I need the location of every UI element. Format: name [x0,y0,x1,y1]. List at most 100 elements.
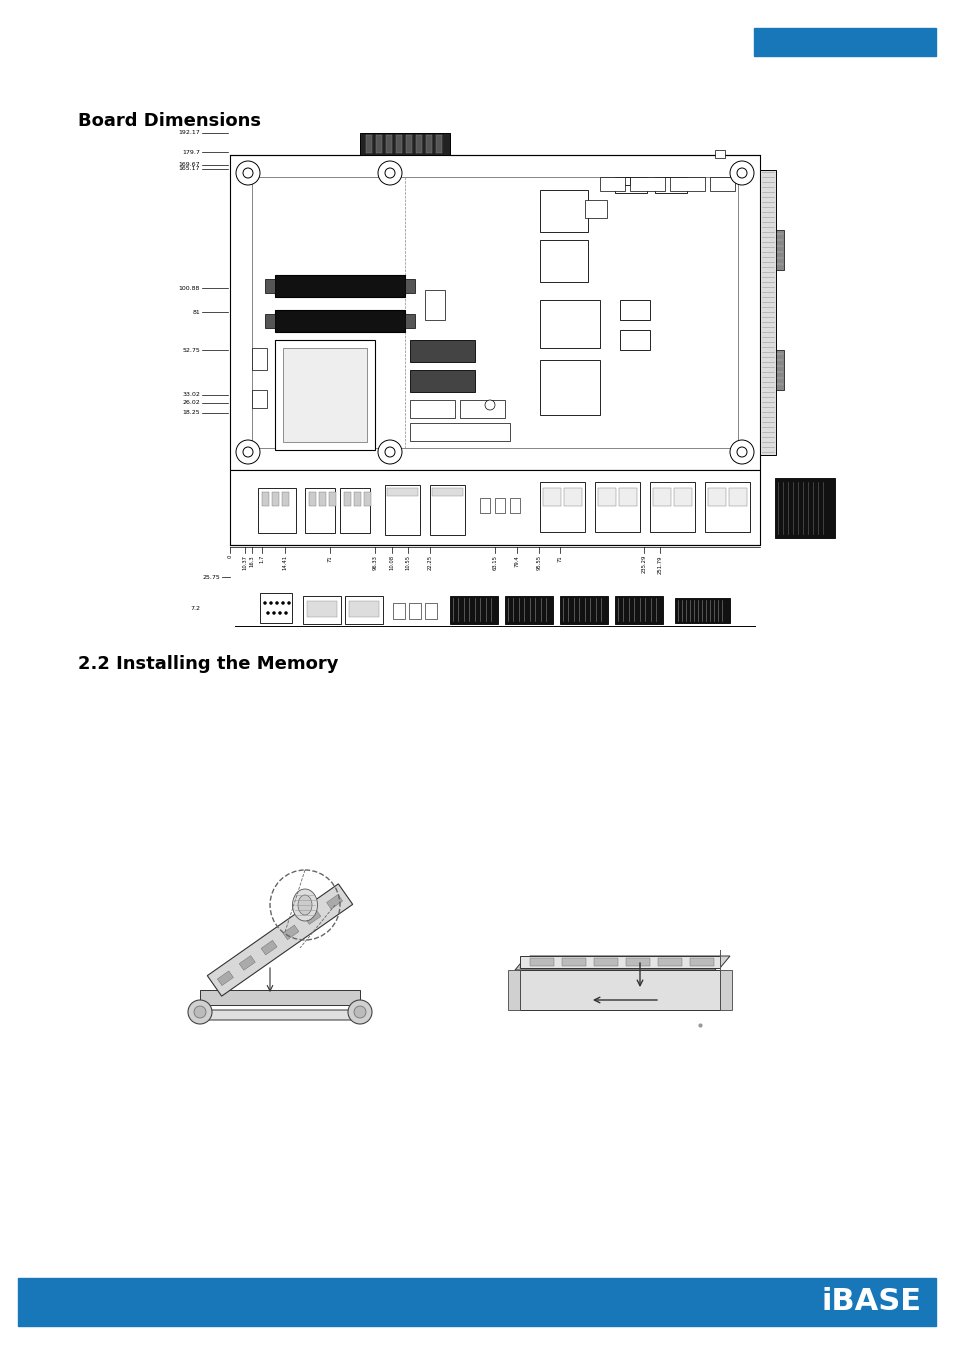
Polygon shape [515,958,724,971]
Ellipse shape [293,890,317,921]
Text: 192.17: 192.17 [178,131,200,135]
Text: 71: 71 [557,555,562,562]
Bar [366,135,372,153]
Bar [619,177,629,185]
Polygon shape [217,971,233,986]
Bar [704,482,749,532]
Bar [257,487,295,533]
Text: Board Dimensions: Board Dimensions [78,112,261,130]
Text: 169.67: 169.67 [178,162,200,167]
Bar [260,593,292,622]
Bar [615,177,646,193]
Circle shape [385,447,395,458]
Bar [599,177,624,190]
Circle shape [235,440,260,464]
Bar [359,134,450,155]
Text: 95.55: 95.55 [536,555,541,570]
Bar [689,958,713,967]
Polygon shape [207,884,353,996]
Text: 10.08: 10.08 [389,555,395,570]
Circle shape [729,161,753,185]
Circle shape [243,447,253,458]
Text: 100.88: 100.88 [178,285,200,290]
Bar [649,482,695,532]
Bar [539,482,584,532]
Bar [265,279,274,293]
Bar [619,329,649,350]
Bar [262,491,269,506]
Bar [615,595,662,624]
Text: 235.29: 235.29 [640,555,646,574]
Text: 52.75: 52.75 [182,347,200,352]
Circle shape [287,602,291,605]
Bar [539,190,587,232]
Bar [305,487,335,533]
Bar [354,491,360,506]
Bar [598,487,616,506]
Text: 26.02: 26.02 [182,401,200,405]
Polygon shape [200,1010,370,1021]
Bar [450,595,497,624]
Circle shape [243,167,253,178]
Bar [774,478,834,539]
Ellipse shape [297,895,312,915]
Bar [364,491,371,506]
Bar [230,155,760,470]
Bar [395,135,401,153]
Text: 2.2 Installing the Memory: 2.2 Installing the Memory [78,655,338,674]
Bar [760,170,775,455]
Circle shape [266,612,269,614]
Text: iBASE: iBASE [821,1288,921,1316]
Text: 16.3: 16.3 [250,555,254,567]
Text: 79.4: 79.4 [514,555,519,567]
Bar [432,487,462,495]
Circle shape [385,167,395,178]
Bar [655,177,686,193]
Bar [307,601,336,617]
Polygon shape [519,956,720,968]
Polygon shape [507,971,519,1010]
Bar [775,230,783,270]
Bar [309,491,315,506]
Bar [430,485,464,535]
Bar [329,491,335,506]
Bar [673,487,691,506]
Circle shape [263,602,266,605]
Bar [542,487,560,506]
Bar [559,595,607,624]
Circle shape [188,1000,212,1025]
Bar [539,360,599,414]
Circle shape [377,440,401,464]
Circle shape [284,612,287,614]
Circle shape [273,612,275,614]
Polygon shape [519,971,720,1010]
Circle shape [281,602,284,605]
Bar [409,603,420,620]
Bar [539,300,599,348]
Bar [274,340,375,450]
Bar [625,958,649,967]
Bar [230,470,760,545]
Text: 63.15: 63.15 [492,555,497,570]
Bar [252,390,267,408]
Bar [416,135,421,153]
Polygon shape [304,910,320,925]
Bar [406,135,412,153]
Polygon shape [326,895,342,909]
Bar [479,498,490,513]
Bar [510,498,519,513]
Bar [618,487,637,506]
Bar [652,487,670,506]
Bar [405,315,415,328]
Bar [274,275,405,297]
Text: 96.33: 96.33 [372,555,377,570]
Bar [629,177,664,190]
Bar [410,340,475,362]
Bar [728,487,746,506]
Bar [274,310,405,332]
Text: 14.41: 14.41 [282,555,287,570]
Bar [252,177,738,448]
Text: 179.7: 179.7 [182,150,200,154]
Polygon shape [200,990,359,1004]
Circle shape [729,440,753,464]
